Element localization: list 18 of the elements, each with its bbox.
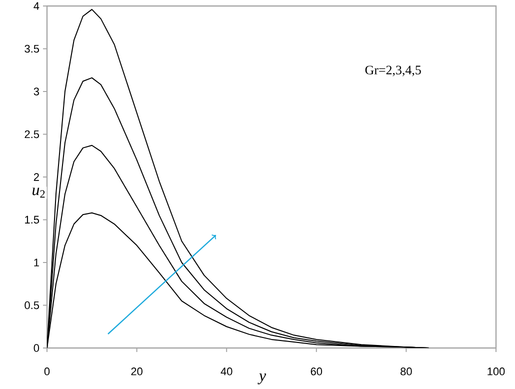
y-tick-label: 2 [34,173,39,181]
x-tick-label: 20 [131,368,142,376]
x-tick-label: 100 [488,368,505,376]
y-tick-label: 0 [34,344,40,352]
y-tick-label: 0.5 [24,301,40,310]
y-tick-label: 2.5 [24,130,40,138]
y-tick-label: 1 [34,258,39,266]
y-tick-label: 3 [34,88,39,96]
y-tick-label: 1.5 [25,216,40,224]
x-tick-label: 0 [44,368,50,376]
x-tick-label: 40 [220,368,232,376]
y-axis-title: u$_{2}$ [32,188,45,198]
x-axis-title: y [258,374,266,384]
x-tick-label: 80 [400,368,412,376]
y-tick-label: 3.5 [24,44,40,53]
x-tick-label: 60 [310,368,322,376]
y-tick-label: 4 [34,2,40,10]
annotation: Gr=2,3,4,5 [365,66,421,76]
